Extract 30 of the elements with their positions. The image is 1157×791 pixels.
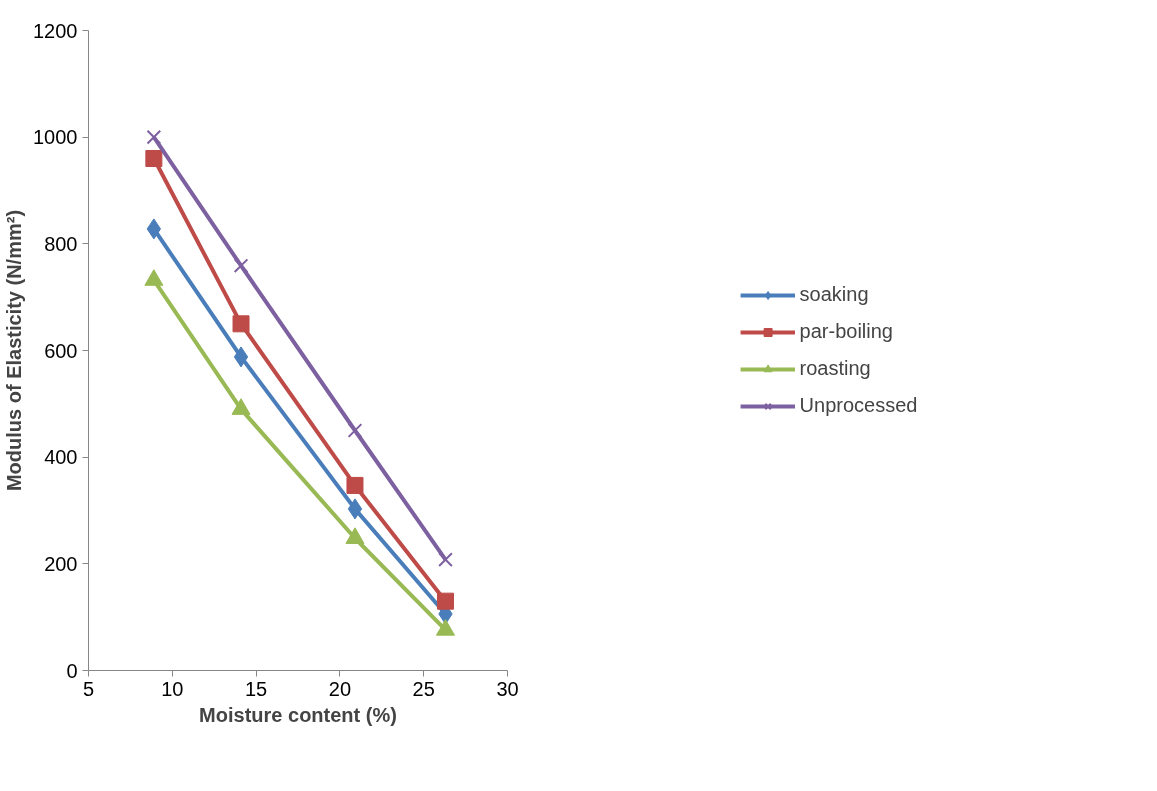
y-tick-label: 400	[44, 446, 78, 469]
y-axis-title: Modulus of Elasticity (N/mm²)	[3, 209, 26, 492]
point	[347, 498, 363, 520]
point	[346, 476, 364, 494]
x-tick-label: 15	[244, 677, 268, 700]
point	[436, 592, 454, 610]
legend-label: roasting	[799, 357, 871, 380]
y-tick-label: 1200	[33, 19, 78, 42]
point	[233, 258, 249, 274]
point	[145, 150, 163, 167]
y-tick-label: 200	[44, 552, 78, 575]
legend-label: Unprocessed	[799, 394, 918, 417]
x-tick-label: 25	[412, 677, 435, 700]
point	[347, 423, 363, 438]
point	[232, 315, 250, 333]
x-tick-label: 30	[496, 677, 519, 700]
legend-label: soaking	[799, 283, 869, 306]
point	[146, 129, 162, 145]
point	[146, 218, 162, 240]
legend-label: par-boiling	[799, 320, 893, 343]
point	[233, 346, 249, 368]
y-tick-label: 600	[44, 339, 78, 362]
x-tick-label: 20	[328, 677, 352, 700]
x-tick-label: 5	[82, 677, 95, 700]
y-tick-label: 800	[44, 232, 78, 255]
x-axis-title: Moisture content (%)	[199, 703, 397, 726]
x-tick-label: 10	[161, 677, 184, 700]
y-tick-label: 1000	[33, 126, 78, 149]
point	[438, 552, 453, 567]
y-tick-label: 0	[66, 659, 78, 682]
